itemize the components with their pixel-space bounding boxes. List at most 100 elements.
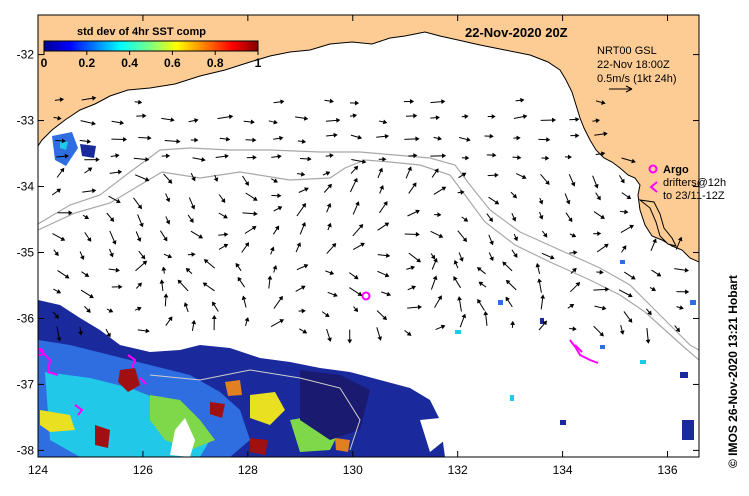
current-arrow <box>569 117 580 122</box>
current-arrow <box>350 134 363 140</box>
current-arrow <box>513 233 519 242</box>
current-arrow <box>84 157 100 162</box>
current-arrow <box>188 197 196 210</box>
current-arrow <box>325 270 335 276</box>
current-arrow <box>595 100 606 105</box>
current-arrow <box>325 153 334 159</box>
current-arrow <box>111 137 128 142</box>
current-arrow <box>538 211 544 220</box>
current-arrow <box>538 320 548 331</box>
model-time: 22-Nov 18:00Z <box>597 59 670 71</box>
current-arrow <box>245 192 258 201</box>
current-arrow <box>111 284 123 290</box>
current-arrow <box>404 330 412 336</box>
info-legend: NRT00 GSL 22-Nov 18:00Z 0.5m/s (1kt 24h) <box>597 45 676 93</box>
current-arrow <box>435 324 446 331</box>
current-arrow <box>488 196 500 205</box>
argo-tracks <box>39 339 599 416</box>
colorbar: std dev of 4hr SST comp 0 0.2 0.4 0.6 0.8 1 <box>41 26 262 70</box>
current-arrow <box>203 259 216 269</box>
current-arrow <box>163 173 173 184</box>
current-arrow <box>177 279 189 292</box>
current-arrow <box>326 203 332 213</box>
current-arrow <box>408 182 417 194</box>
current-arrow <box>271 154 282 159</box>
current-arrow <box>163 253 173 259</box>
current-arrow <box>650 238 657 251</box>
shelf-contour-1000m <box>38 159 699 361</box>
current-arrow <box>349 272 359 280</box>
current-arrow <box>377 253 391 258</box>
current-arrow <box>488 234 494 246</box>
current-arrow <box>488 252 494 262</box>
current-arrow <box>377 167 383 179</box>
current-arrow <box>202 282 215 292</box>
scale-arrow <box>609 85 633 93</box>
land-mass <box>38 15 699 263</box>
current-arrow <box>567 303 575 309</box>
arrow-scale-label: 0.5m/s (1kt 24h) <box>597 73 676 85</box>
current-arrow <box>109 230 117 245</box>
current-arrow <box>164 138 181 144</box>
current-arrow <box>618 175 625 184</box>
current-arrow <box>326 132 338 138</box>
current-arrow <box>377 222 390 231</box>
lon-tick-label: 128 <box>238 463 258 477</box>
current-arrow <box>243 119 255 125</box>
current-arrow <box>299 156 312 162</box>
current-arrow <box>510 320 516 328</box>
current-arrow <box>109 248 114 258</box>
current-arrow <box>513 114 528 119</box>
current-arrow <box>645 328 651 344</box>
current-arrow <box>218 243 229 250</box>
current-arrow <box>595 151 606 157</box>
current-arrow <box>430 99 446 105</box>
current-arrow <box>621 245 627 253</box>
current-arrow <box>81 95 97 101</box>
current-arrow <box>82 188 97 194</box>
argo-float-marker-2 <box>38 348 44 356</box>
current-arrow <box>352 223 364 237</box>
current-arrow <box>270 178 278 183</box>
current-arrow <box>351 159 367 164</box>
current-arrow <box>461 114 469 119</box>
current-arrow <box>540 294 545 310</box>
lat-tick-label: -36 <box>17 311 35 325</box>
current-arrow <box>111 120 125 126</box>
lat-tick-label: -32 <box>17 48 35 62</box>
current-arrow <box>619 324 625 335</box>
current-arrow <box>376 133 390 139</box>
current-arrow <box>190 230 204 239</box>
current-arrow <box>453 276 462 289</box>
current-arrow <box>593 286 610 292</box>
current-arrow <box>218 212 228 219</box>
current-arrow <box>246 155 257 160</box>
current-arrow <box>476 267 486 275</box>
current-arrow <box>350 165 359 174</box>
current-arrow <box>327 222 332 231</box>
current-arrow <box>570 267 577 274</box>
model-name: NRT00 GSL <box>597 45 657 57</box>
current-arrow <box>565 212 573 223</box>
current-arrow <box>217 114 234 120</box>
current-arrow <box>191 319 197 331</box>
current-arrow <box>326 242 337 254</box>
current-arrow <box>298 308 306 314</box>
current-arrow <box>511 212 517 222</box>
current-arrow <box>538 137 551 143</box>
current-arrow <box>457 190 465 195</box>
current-arrow <box>593 211 605 219</box>
current-arrow <box>620 209 629 215</box>
current-arrow <box>675 236 683 250</box>
current-arrow <box>515 97 525 103</box>
current-arrow <box>78 326 84 336</box>
lon-tick-label: 136 <box>658 463 678 477</box>
current-arrow <box>298 187 309 193</box>
current-arrow <box>79 251 85 260</box>
current-arrow <box>430 275 438 290</box>
current-arrow <box>56 167 65 178</box>
current-arrow <box>163 293 169 307</box>
current-arrow <box>51 188 62 196</box>
imos-credit: © IMOS 26-Nov-2020 13:21 Hobart <box>726 275 740 468</box>
